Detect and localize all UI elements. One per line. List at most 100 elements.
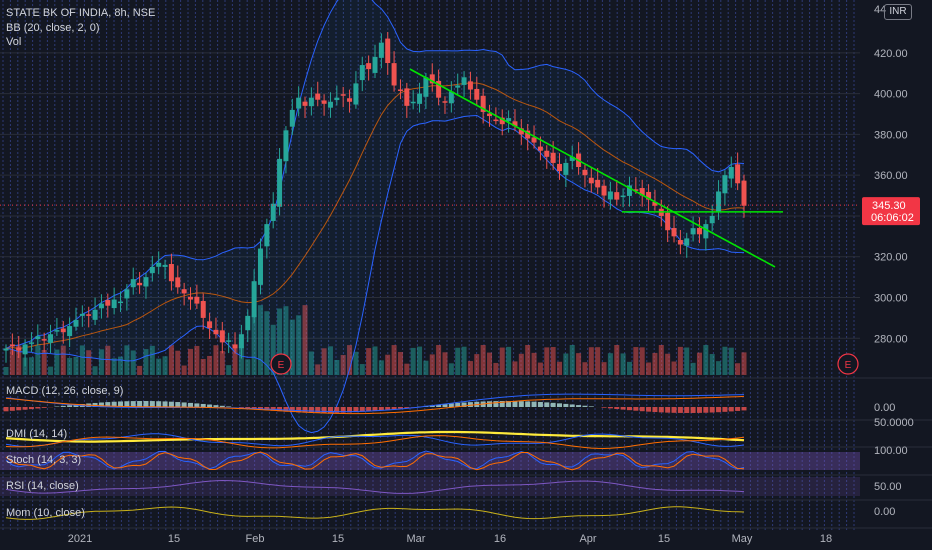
price-tick-label: 44 xyxy=(874,4,886,16)
price-tick-label: 380.00 xyxy=(874,129,908,141)
macd-histogram-bar xyxy=(327,407,333,413)
macd-histogram-bar xyxy=(607,407,613,409)
candle-body xyxy=(671,228,677,237)
candle-body xyxy=(557,163,562,172)
candle-body xyxy=(137,282,143,286)
volume-bar xyxy=(455,347,461,375)
candle-body xyxy=(105,300,111,306)
candle-body xyxy=(722,175,728,194)
price-tick-label: 300.00 xyxy=(874,293,908,305)
candle-body xyxy=(73,319,79,327)
bollinger-bands xyxy=(5,0,745,434)
macd-histogram-bar xyxy=(525,401,531,407)
candle-body xyxy=(633,189,639,191)
volume-bar xyxy=(67,357,73,375)
macd-histogram-bar xyxy=(728,407,734,412)
volume-bar xyxy=(385,354,391,375)
candle-body xyxy=(709,215,715,224)
mom-legend[interactable]: Mom (10, close) xyxy=(6,507,85,519)
volume-bar xyxy=(353,351,359,375)
macd-histogram-bar xyxy=(251,407,257,410)
indicator-line xyxy=(5,450,745,470)
volume-bar xyxy=(474,354,480,375)
macd-histogram-bar xyxy=(188,402,193,407)
candle-body xyxy=(429,74,435,84)
currency-button[interactable]: INR xyxy=(884,4,912,20)
volume-bar xyxy=(315,364,321,375)
macd-histogram-bar xyxy=(576,405,582,407)
volume-bar xyxy=(652,352,658,375)
candle-body xyxy=(143,277,149,287)
candle-body xyxy=(9,344,15,347)
macd-histogram-bar xyxy=(487,401,493,407)
dmi-legend[interactable]: DMI (14, 14) xyxy=(6,428,68,440)
candle-body xyxy=(442,101,448,103)
macd-histogram-bar xyxy=(219,405,225,407)
horizontal-grid xyxy=(0,52,932,529)
symbol-legend[interactable]: STATE BK OF INDIA, 8h, NSE xyxy=(6,7,156,19)
macd-histogram-bar xyxy=(442,404,448,407)
macd-histogram-bar xyxy=(735,407,741,411)
volume-bar xyxy=(226,365,232,375)
candle-body xyxy=(677,240,683,245)
candle-body xyxy=(238,334,244,349)
bb-legend[interactable]: BB (20, close, 2, 0) xyxy=(6,22,100,34)
candle-body xyxy=(499,117,505,125)
candle-body xyxy=(175,277,181,288)
volume-bar xyxy=(200,358,206,375)
volume-bar xyxy=(28,357,34,375)
candle-body xyxy=(684,238,690,246)
volume-bar xyxy=(722,346,728,375)
macd-histogram-bar xyxy=(741,407,747,411)
candle-body xyxy=(378,42,384,58)
candle-body xyxy=(321,100,327,104)
macd-histogram-bar xyxy=(493,401,499,407)
earnings-marker-label: E xyxy=(278,360,285,371)
macd-legend[interactable]: MACD (12, 26, close, 9) xyxy=(6,385,124,397)
volume-bar xyxy=(86,350,92,375)
macd-histogram-bar xyxy=(722,407,728,412)
volume-bar xyxy=(3,367,9,375)
volume-bar xyxy=(646,362,652,375)
macd-histogram-bar xyxy=(518,401,524,407)
macd-histogram-bar xyxy=(257,407,263,410)
macd-histogram-bar xyxy=(359,407,365,412)
indicator-line xyxy=(5,433,745,448)
macd-histogram-bar xyxy=(137,401,143,407)
macd-histogram-bar xyxy=(397,407,403,409)
macd-histogram-bar xyxy=(283,407,289,412)
volume-bar xyxy=(207,355,213,375)
candle-body xyxy=(728,167,734,179)
time-tick-label: Mar xyxy=(407,533,426,545)
macd-histogram-bar xyxy=(677,407,683,413)
macd-histogram-bar xyxy=(391,407,397,410)
candle-body xyxy=(54,330,60,332)
macd-histogram-bar xyxy=(455,403,461,407)
candle-body xyxy=(626,185,632,196)
time-axis[interactable]: 2021 15 Feb 15 Mar 16 Apr 15 May 18 xyxy=(68,533,832,545)
volume-bar xyxy=(213,345,219,375)
volume-bar xyxy=(716,361,722,375)
vol-legend[interactable]: Vol xyxy=(6,36,22,48)
volume-bar xyxy=(347,345,353,375)
volume-bar xyxy=(709,354,715,375)
macd-histogram-bar xyxy=(467,402,473,407)
candle-body xyxy=(620,195,626,198)
macd-histogram-bar xyxy=(366,407,372,412)
volume-bar xyxy=(378,360,384,375)
candle-body xyxy=(665,212,671,231)
volume-bar xyxy=(302,305,308,375)
time-tick-label: 18 xyxy=(820,533,832,545)
price-tick-label: 320.00 xyxy=(874,252,908,264)
volume-bar xyxy=(518,353,524,375)
indicator-line xyxy=(5,435,745,450)
volume-bar xyxy=(366,348,372,375)
stoch-band xyxy=(0,452,860,470)
price-axis[interactable]: 420.00400.00380.00360.00340.00320.00300.… xyxy=(874,4,914,518)
rsi-legend[interactable]: RSI (14, close) xyxy=(6,480,79,492)
bb-upper xyxy=(5,0,745,349)
macd-histogram-bar xyxy=(16,407,22,411)
stoch-legend[interactable]: Stoch (14, 3, 3) xyxy=(6,454,82,466)
